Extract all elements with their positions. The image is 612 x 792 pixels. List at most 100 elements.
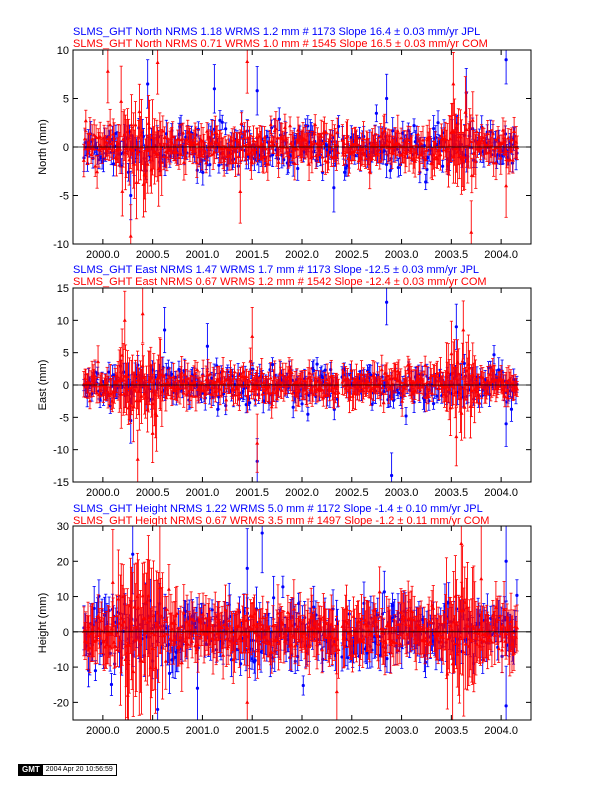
y-tick-label: -10 [53, 239, 69, 251]
data-point-com [506, 136, 511, 140]
x-tick-label: 2004.0 [484, 249, 518, 261]
data-point-com [420, 137, 425, 142]
data-point-com [147, 125, 152, 130]
panel-north-ylabel: North (mm) [37, 119, 49, 175]
data-point-com [176, 155, 181, 159]
data-point-com [107, 146, 112, 150]
data-point-jpl [251, 367, 255, 371]
data-point-com [382, 128, 387, 133]
data-point-jpl [374, 111, 378, 115]
data-point-com [329, 154, 334, 159]
data-point-com [320, 154, 325, 159]
x-tick-label: 2000.5 [136, 249, 170, 261]
data-point-com [133, 122, 138, 127]
data-point-com [85, 151, 90, 155]
data-point-jpl [217, 395, 221, 399]
data-point-com [238, 189, 243, 194]
data-point-com [438, 152, 443, 157]
data-point-jpl [201, 170, 205, 175]
data-point-com [119, 99, 124, 103]
data-point-com [81, 158, 86, 162]
data-point-com [428, 135, 433, 140]
data-point-jpl [300, 402, 304, 406]
data-point-com [343, 153, 348, 157]
data-point-com [397, 141, 402, 146]
data-point-jpl [306, 124, 310, 128]
data-point-com [161, 154, 166, 158]
data-point-jpl [170, 372, 174, 376]
data-point-com [98, 134, 103, 139]
data-point-com [509, 137, 514, 142]
data-point-com [118, 146, 123, 151]
data-point-com [203, 148, 208, 153]
x-tick-label: 2001.0 [186, 249, 220, 261]
data-point-com [503, 136, 508, 140]
data-point-jpl [431, 402, 436, 406]
panel-north: SLMS_GHT North NRMS 1.18 WRMS 1.2 mm # 1… [37, 26, 532, 261]
data-point-jpl [122, 370, 126, 374]
data-point-jpl [163, 328, 167, 332]
panel-north-data [73, 50, 531, 244]
data-point-jpl [432, 126, 436, 131]
panel-east: SLMS_GHT East NRMS 1.47 WRMS 1.7 mm # 11… [37, 264, 532, 499]
data-point-com [215, 131, 220, 136]
data-point-com [174, 150, 179, 154]
data-point-com [253, 147, 258, 152]
data-point-com [512, 129, 517, 133]
panel-north-header-com: SLMS_GHT North NRMS 0.71 WRMS 1.0 mm # 1… [73, 38, 488, 50]
data-point-com [287, 154, 292, 159]
data-point-jpl [422, 143, 426, 148]
data-point-com [468, 139, 473, 143]
data-point-com [508, 157, 513, 161]
panel-east-header-com: SLMS_GHT East NRMS 0.67 WRMS 1.2 mm # 15… [73, 276, 487, 288]
data-point-jpl [107, 370, 111, 374]
data-point-jpl [111, 162, 116, 166]
data-point-com [494, 160, 499, 165]
data-point-jpl [504, 58, 508, 62]
data-point-com [376, 147, 381, 152]
data-point-jpl [459, 142, 463, 147]
y-tick-label: -5 [59, 191, 69, 203]
data-point-jpl [412, 124, 416, 128]
data-point-com [83, 118, 88, 123]
data-point-jpl [312, 368, 316, 373]
data-point-com [93, 164, 98, 168]
data-point-com [323, 158, 328, 163]
data-point-jpl [208, 163, 212, 167]
x-tick-label: 2000.0 [86, 249, 120, 261]
data-point-jpl [224, 127, 228, 131]
data-point-com [473, 159, 478, 163]
data-point-com [175, 136, 180, 141]
x-tick-label: 2003.5 [435, 249, 469, 261]
data-point-com [82, 136, 87, 141]
data-point-com [92, 132, 97, 137]
data-point-com [112, 136, 117, 140]
data-point-com [474, 129, 479, 134]
data-point-jpl [146, 82, 150, 86]
data-point-com [261, 154, 266, 159]
data-point-com [433, 140, 438, 145]
data-point-jpl [210, 376, 214, 380]
data-point-com [267, 143, 272, 147]
data-point-jpl [321, 376, 325, 380]
data-point-com [236, 154, 241, 159]
x-tick-label: 2002.0 [285, 249, 319, 261]
data-point-com [328, 135, 333, 140]
data-point-com [307, 162, 312, 166]
data-point-com [485, 131, 490, 136]
data-point-com [132, 162, 137, 166]
data-point-jpl [344, 166, 348, 170]
data-point-com [405, 137, 410, 141]
data-point-com [212, 149, 217, 154]
data-point-com [145, 162, 150, 166]
data-point-com [159, 160, 164, 164]
data-point-jpl [382, 149, 386, 153]
data-point-jpl [177, 367, 181, 372]
data-point-com [498, 155, 503, 160]
data-point-com [469, 173, 474, 177]
data-point-jpl [462, 361, 466, 366]
x-tick-label: 2003.0 [385, 249, 419, 261]
data-point-com [210, 131, 215, 136]
data-point-jpl [315, 362, 319, 366]
data-point-com [89, 152, 94, 157]
